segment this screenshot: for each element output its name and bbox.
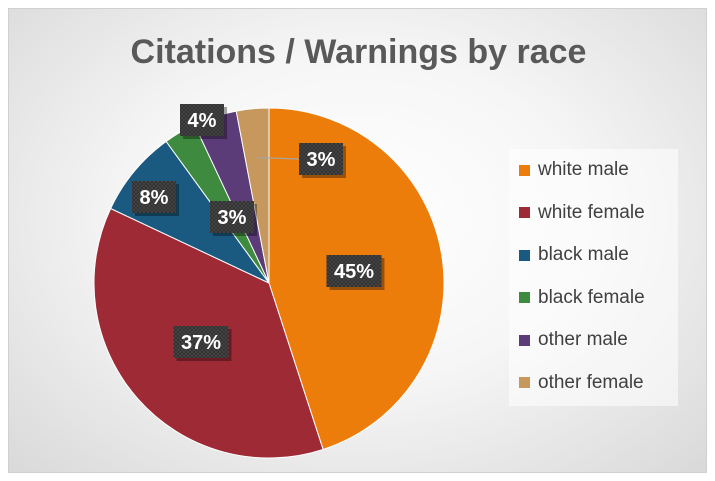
legend: white male white female black male black fe…: [509, 149, 678, 406]
legend-swatch: [519, 292, 530, 303]
legend-label: black male: [538, 244, 629, 265]
svg-text:37%: 37%: [181, 332, 221, 354]
legend-label: other female: [538, 371, 644, 393]
pie-slice-other-female: [235, 107, 270, 284]
legend-swatch: [519, 164, 530, 176]
legend-label: black female: [538, 286, 645, 308]
legend-item-other-male: other male: [519, 325, 628, 355]
data-labels: 45% 37% 8% 3% 4% 3%: [132, 104, 385, 361]
chart-area: Citations / Warnings by race 45% 37% 8% 3% 4…: [8, 8, 707, 473]
legend-item-white-male: white male: [519, 155, 629, 185]
data-label-other-male: 4%: [180, 104, 227, 139]
data-label-black-female: 3%: [210, 201, 257, 236]
legend-swatch: [519, 249, 530, 261]
data-label-black-male: 8%: [132, 181, 179, 216]
data-label-white-male: 45%: [326, 255, 385, 290]
legend-swatch: [519, 377, 530, 388]
leader-line: [257, 156, 300, 160]
legend-label: other male: [538, 329, 628, 350]
leader-lines: [257, 156, 300, 160]
legend-item-black-male: black male: [519, 240, 629, 270]
legend-label: white female: [538, 201, 645, 223]
pie-slices: [93, 107, 445, 459]
svg-text:4%: 4%: [188, 110, 217, 132]
data-label-white-female: 37%: [173, 326, 232, 361]
pie-chart: 45% 37% 8% 3% 4% 3%: [93, 104, 445, 459]
legend-swatch: [519, 207, 530, 218]
chart-title: Citations / Warnings by race: [130, 33, 587, 71]
data-label-other-female: 3%: [299, 143, 346, 178]
svg-text:45%: 45%: [334, 261, 374, 283]
legend-label: white male: [538, 159, 629, 180]
svg-text:3%: 3%: [218, 207, 247, 229]
legend-item-white-female: white female: [519, 198, 645, 228]
svg-text:3%: 3%: [307, 149, 336, 171]
svg-text:8%: 8%: [140, 187, 169, 209]
legend-item-black-female: black female: [519, 283, 645, 313]
legend-item-other-female: other female: [519, 368, 644, 398]
legend-swatch: [519, 334, 530, 346]
